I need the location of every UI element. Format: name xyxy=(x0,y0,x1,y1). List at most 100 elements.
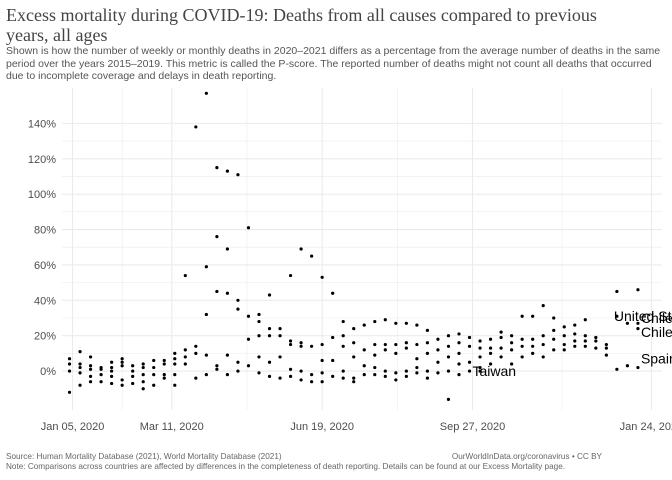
data-point xyxy=(194,125,198,129)
data-point xyxy=(488,362,493,366)
data-point xyxy=(436,348,440,352)
data-point xyxy=(278,376,282,380)
data-point xyxy=(320,371,324,375)
data-point xyxy=(152,383,156,387)
data-point xyxy=(425,328,430,332)
data-point xyxy=(194,351,198,355)
data-point xyxy=(625,321,630,325)
data-point xyxy=(362,364,366,368)
data-point xyxy=(162,373,166,377)
data-point xyxy=(467,335,472,340)
data-point xyxy=(278,327,282,331)
data-point xyxy=(446,397,451,401)
data-point xyxy=(131,374,135,378)
data-point xyxy=(331,291,335,295)
data-point xyxy=(467,360,472,364)
data-point xyxy=(310,254,314,258)
data-point xyxy=(78,383,82,387)
data-point xyxy=(520,314,524,318)
data-point xyxy=(78,371,82,375)
x-tick-label: Sep 27, 2020 xyxy=(440,421,505,433)
data-points xyxy=(67,91,640,401)
footnote: Note: Comparisons across countries are a… xyxy=(6,462,566,471)
data-point xyxy=(194,376,198,380)
data-point xyxy=(415,323,419,327)
data-point xyxy=(583,339,587,343)
data-point xyxy=(120,364,124,368)
data-point xyxy=(141,387,145,391)
data-point xyxy=(394,378,398,382)
data-point xyxy=(446,355,451,359)
data-point xyxy=(173,357,177,361)
data-point xyxy=(415,371,419,375)
data-point xyxy=(499,346,503,350)
data-point xyxy=(383,369,387,373)
data-point xyxy=(204,373,208,377)
data-point xyxy=(267,293,272,297)
data-point xyxy=(478,355,482,359)
data-point xyxy=(215,166,219,170)
data-point xyxy=(541,334,545,338)
data-point xyxy=(510,341,514,345)
data-point xyxy=(131,381,135,386)
data-point xyxy=(88,355,93,359)
data-point xyxy=(225,291,230,295)
data-point xyxy=(425,369,430,373)
data-point xyxy=(331,374,335,378)
data-point xyxy=(531,337,535,341)
data-point xyxy=(394,351,398,355)
data-point xyxy=(78,350,82,354)
data-point xyxy=(141,373,145,377)
data-point xyxy=(257,312,261,317)
data-point xyxy=(204,353,208,357)
data-point xyxy=(88,374,93,378)
data-point xyxy=(604,353,608,357)
data-point xyxy=(162,376,166,380)
credit-link[interactable]: OurWorldInData.org/coronavirus • CC BY xyxy=(451,452,602,461)
data-point xyxy=(331,358,335,363)
data-point xyxy=(552,348,556,352)
data-point xyxy=(173,373,177,377)
data-point xyxy=(236,360,240,364)
data-point xyxy=(573,339,577,343)
data-point xyxy=(383,342,387,347)
series-label: Taiwan xyxy=(473,363,517,379)
data-point xyxy=(457,332,461,336)
y-tick-label: 100% xyxy=(28,189,56,201)
data-point xyxy=(341,376,345,380)
data-point xyxy=(225,353,230,357)
data-point xyxy=(615,367,619,371)
data-point xyxy=(173,362,177,366)
data-point xyxy=(173,383,177,387)
data-point xyxy=(520,337,524,341)
x-tick-label: Jun 19, 2020 xyxy=(290,421,354,433)
data-point xyxy=(152,358,156,363)
data-point xyxy=(552,337,556,341)
data-point xyxy=(373,353,377,357)
x-tick-label: Jan 24, 2021 xyxy=(620,421,672,433)
data-point xyxy=(310,380,314,384)
data-point xyxy=(67,369,72,373)
data-point xyxy=(183,348,187,352)
data-point xyxy=(162,362,166,366)
data-point xyxy=(404,374,408,378)
data-point xyxy=(457,373,461,377)
data-point xyxy=(110,365,114,370)
data-point xyxy=(246,364,251,368)
data-point xyxy=(488,351,493,355)
data-point xyxy=(436,360,440,364)
x-tick-labels: Jan 05, 2020 Mar 11, 2020 Jun 19, 2020 Sep … xyxy=(41,421,672,433)
data-point xyxy=(267,360,272,364)
data-point xyxy=(457,362,461,366)
data-point xyxy=(299,369,303,373)
data-point xyxy=(67,357,72,361)
x-tick-label: Jan 05, 2020 xyxy=(41,421,105,433)
data-point xyxy=(257,371,261,375)
data-point xyxy=(204,265,208,269)
data-point xyxy=(562,342,566,347)
data-point xyxy=(352,380,356,384)
data-point xyxy=(362,323,366,327)
data-point xyxy=(404,369,408,373)
data-point xyxy=(236,298,240,302)
